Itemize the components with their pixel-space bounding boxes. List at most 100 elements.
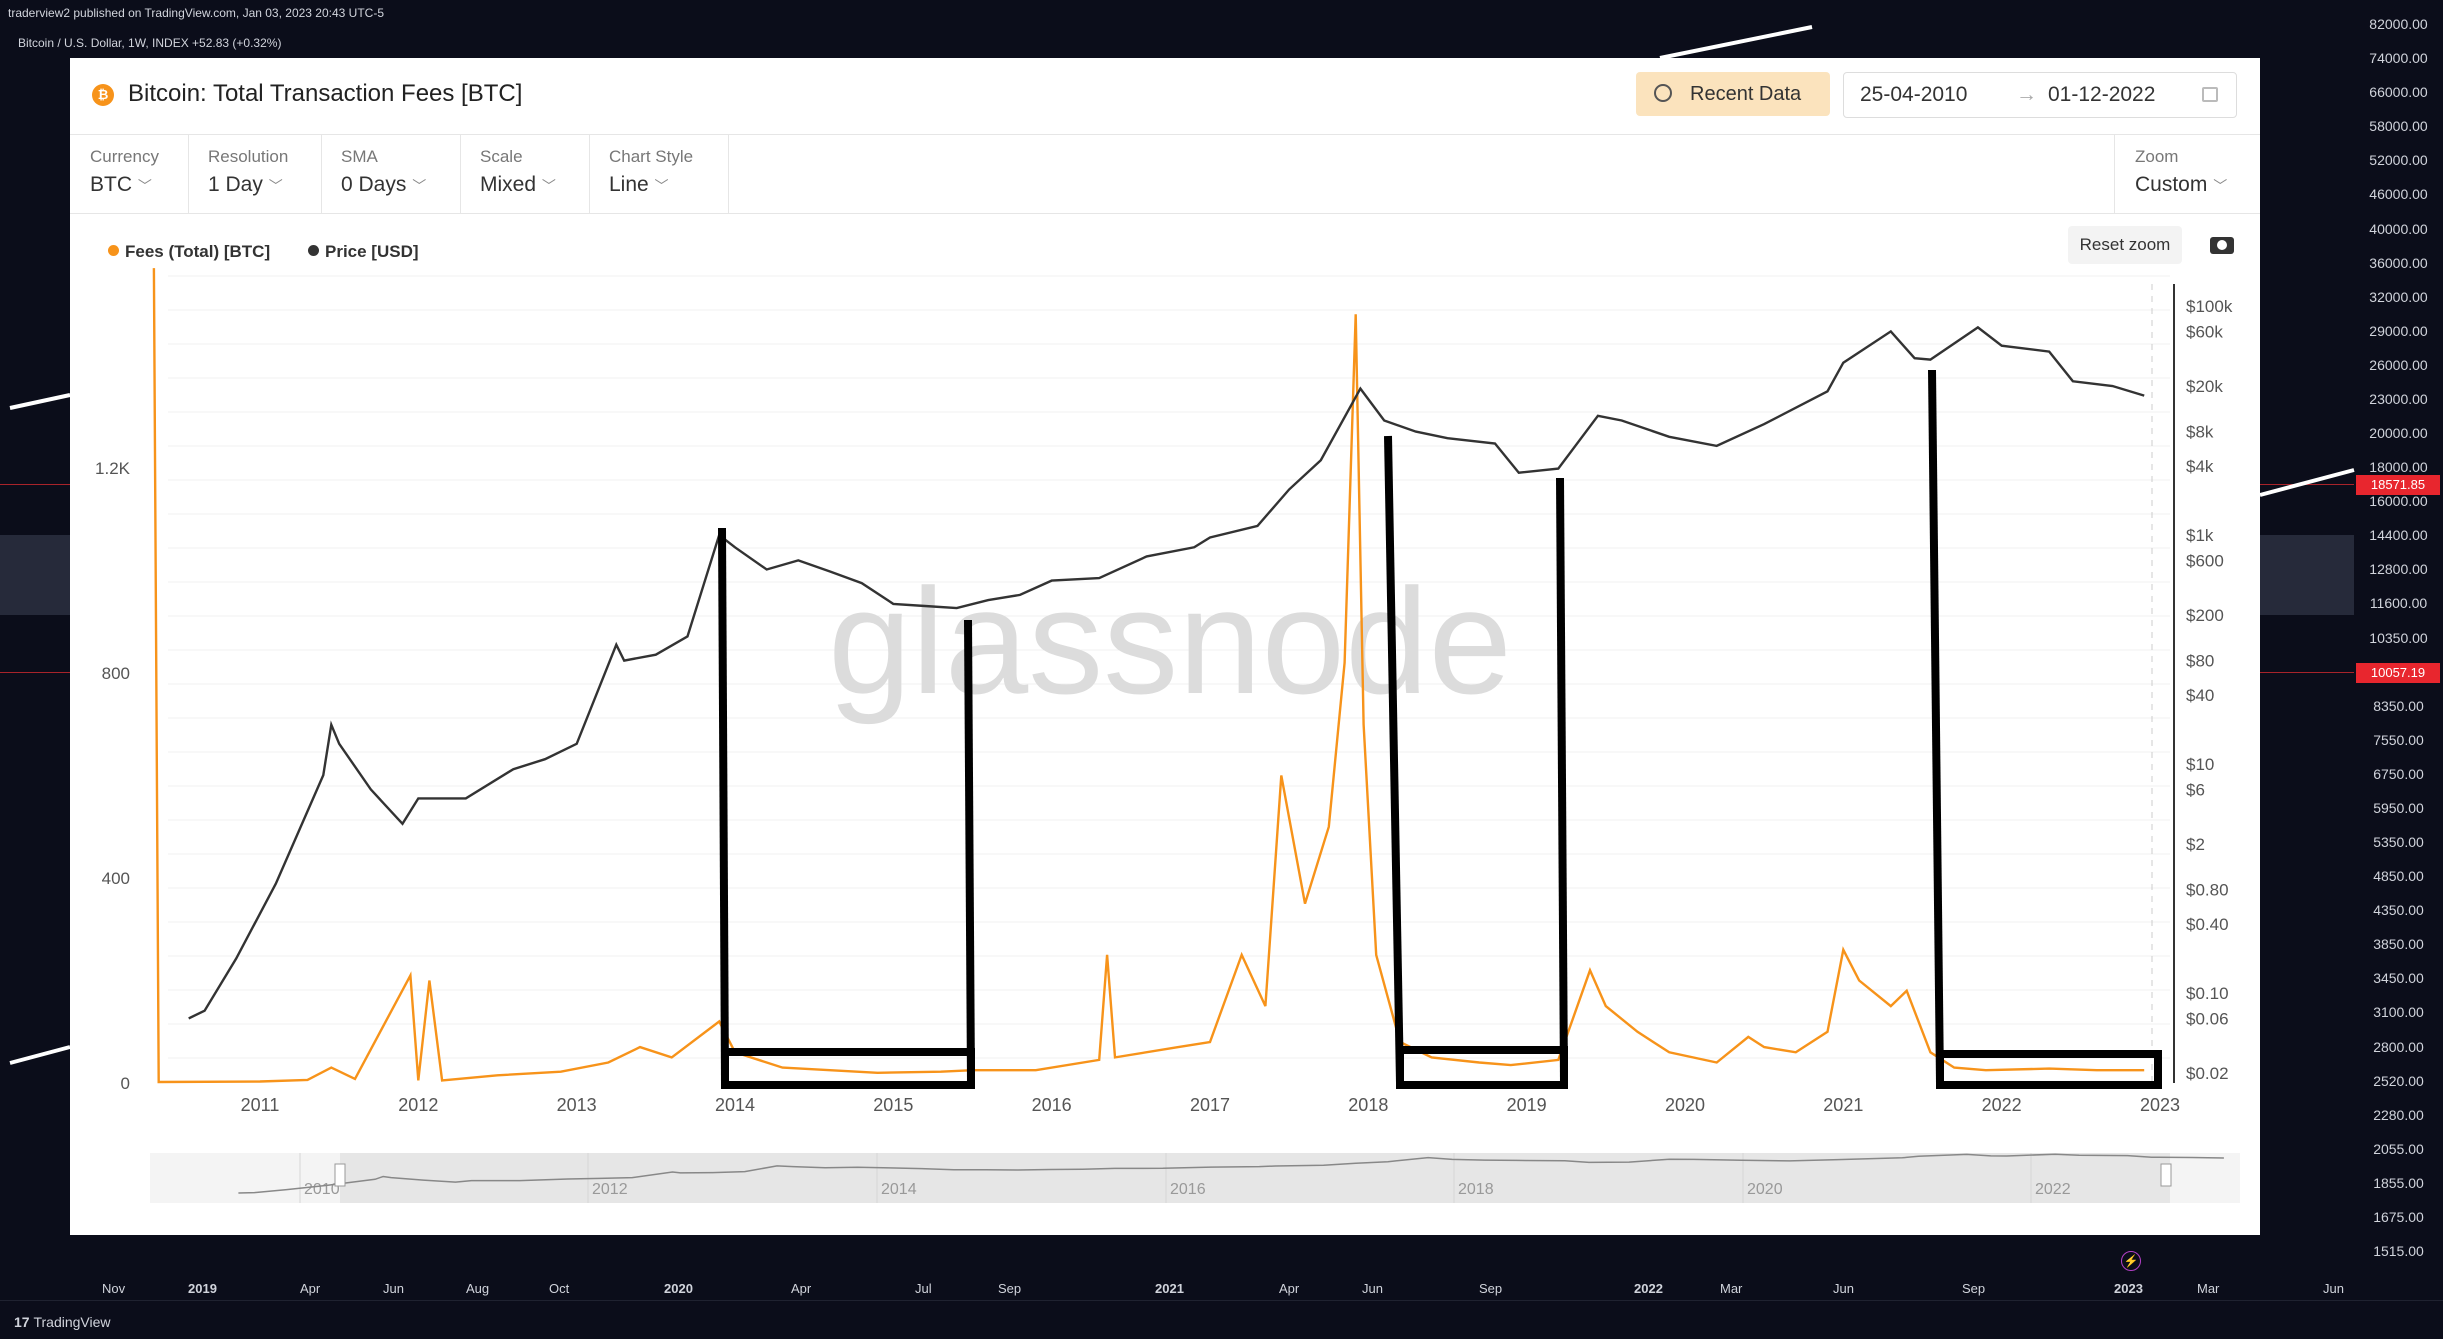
- annotation-line: [722, 528, 725, 1083]
- right-axis-tick: $0.40: [2186, 915, 2229, 934]
- navigator-label: 2018: [1458, 1181, 1494, 1198]
- right-axis-tick: $2: [2186, 835, 2205, 854]
- x-axis-tick: 2014: [715, 1095, 755, 1115]
- right-axis-tick: $20k: [2186, 377, 2223, 396]
- right-axis-tick: $600: [2186, 551, 2224, 570]
- time-axis-label: Apr: [791, 1281, 811, 1296]
- time-axis-label: Nov: [102, 1281, 125, 1296]
- price-axis-tick: 2800.00: [2354, 1039, 2443, 1055]
- price-axis-tick: 10350.00: [2354, 630, 2443, 646]
- x-axis-tick: 2018: [1348, 1095, 1388, 1115]
- price-axis-tick: 3100.00: [2354, 1004, 2443, 1020]
- navigator-label: 2020: [1747, 1181, 1783, 1198]
- glassnode-panel: ₿ Bitcoin: Total Transaction Fees [BTC] …: [70, 58, 2260, 1235]
- tv-publisher-line: traderview2 published on TradingView.com…: [8, 6, 384, 20]
- time-axis-label: Apr: [1279, 1281, 1299, 1296]
- glassnode-watermark: glassnode: [828, 557, 1512, 725]
- time-axis-label: 2019: [188, 1281, 217, 1296]
- tv-price-tag: 18571.85: [2356, 475, 2440, 495]
- tv-logo-icon: 17: [14, 1314, 33, 1330]
- price-axis-tick: 52000.00: [2354, 152, 2443, 168]
- right-axis-tick: $10: [2186, 755, 2214, 774]
- x-axis-tick: 2023: [2140, 1095, 2180, 1115]
- right-axis-tick: $4k: [2186, 457, 2214, 476]
- x-axis-tick: 2015: [873, 1095, 913, 1115]
- fees-price-chart[interactable]: glassnode04008001.2K$100k$60k$20k$8k$4k$…: [70, 58, 2260, 1235]
- left-axis-tick: 1.2K: [95, 459, 131, 478]
- time-axis-label: Mar: [1720, 1281, 1742, 1296]
- tradingview-logo[interactable]: 17 TradingView: [14, 1314, 111, 1330]
- time-axis-label: Jun: [1833, 1281, 1854, 1296]
- annotation-line: [1560, 478, 1564, 1083]
- x-axis-tick: 2020: [1665, 1095, 1705, 1115]
- price-axis-tick: 29000.00: [2354, 323, 2443, 339]
- time-axis-label: Aug: [466, 1281, 489, 1296]
- time-axis-label: Sep: [998, 1281, 1021, 1296]
- price-axis-tick: 7550.00: [2354, 732, 2443, 748]
- price-axis-tick: 18000.00: [2354, 459, 2443, 475]
- time-axis-label: 2023: [2114, 1281, 2143, 1296]
- price-axis-tick: 20000.00: [2354, 425, 2443, 441]
- price-axis-tick: 2280.00: [2354, 1107, 2443, 1123]
- time-axis-label: Mar: [2197, 1281, 2219, 1296]
- price-axis-tick: 1515.00: [2354, 1243, 2443, 1259]
- price-axis-tick: 40000.00: [2354, 221, 2443, 237]
- right-axis-tick: $0.10: [2186, 984, 2229, 1003]
- price-axis-tick: 5350.00: [2354, 834, 2443, 850]
- annotation-line: [1388, 436, 1400, 1083]
- right-axis-tick: $80: [2186, 652, 2214, 671]
- annotation-box: [725, 1052, 971, 1085]
- right-axis-tick: $0.06: [2186, 1009, 2229, 1028]
- right-axis-tick: $60k: [2186, 322, 2223, 341]
- x-axis-tick: 2013: [557, 1095, 597, 1115]
- price-axis-tick: 6750.00: [2354, 766, 2443, 782]
- price-axis-tick: 2055.00: [2354, 1141, 2443, 1157]
- annotation-line: [968, 620, 971, 1083]
- x-axis-tick: 2021: [1823, 1095, 1863, 1115]
- left-axis-tick: 800: [102, 664, 130, 683]
- price-axis-tick: 1855.00: [2354, 1175, 2443, 1191]
- right-axis-tick: $1k: [2186, 526, 2214, 545]
- navigator-handle-right: [2161, 1164, 2171, 1186]
- price-axis-tick: 26000.00: [2354, 357, 2443, 373]
- tv-price-tag: 10057.19: [2356, 663, 2440, 683]
- navigator-label: 2012: [592, 1181, 628, 1198]
- time-axis-label: 2020: [664, 1281, 693, 1296]
- time-axis-label: Jun: [383, 1281, 404, 1296]
- navigator-label: 2016: [1170, 1181, 1206, 1198]
- price-axis-tick: 8350.00: [2354, 698, 2443, 714]
- time-axis-label: Apr: [300, 1281, 320, 1296]
- right-axis-tick: $6: [2186, 780, 2205, 799]
- price-axis-tick: 11600.00: [2354, 595, 2443, 611]
- time-axis-label: Sep: [1479, 1281, 1502, 1296]
- x-axis-tick: 2012: [398, 1095, 438, 1115]
- left-axis-tick: 400: [102, 869, 130, 888]
- price-axis-tick: 36000.00: [2354, 255, 2443, 271]
- navigator-label: 2014: [881, 1181, 917, 1198]
- price-axis-tick: 82000.00: [2354, 16, 2443, 32]
- annotation-line: [1932, 370, 1940, 1083]
- time-axis-label: Sep: [1962, 1281, 1985, 1296]
- time-axis-label: 2022: [1634, 1281, 1663, 1296]
- right-axis-tick: $0.80: [2186, 881, 2229, 900]
- price-axis-tick: 3450.00: [2354, 970, 2443, 986]
- price-axis-tick: 2520.00: [2354, 1073, 2443, 1089]
- price-axis-tick: 4850.00: [2354, 868, 2443, 884]
- tv-brand-label: TradingView: [33, 1314, 110, 1330]
- price-axis-tick: 66000.00: [2354, 84, 2443, 100]
- tv-symbol-line: Bitcoin / U.S. Dollar, 1W, INDEX +52.83 …: [18, 36, 281, 50]
- price-axis-tick: 4350.00: [2354, 902, 2443, 918]
- tv-footer: 17 TradingView: [0, 1300, 2443, 1339]
- lightning-icon[interactable]: ⚡: [2121, 1251, 2141, 1271]
- time-axis-label: Jul: [915, 1281, 932, 1296]
- time-axis-label: 2021: [1155, 1281, 1184, 1296]
- right-axis-tick: $0.02: [2186, 1064, 2229, 1083]
- x-axis-tick: 2022: [1982, 1095, 2022, 1115]
- price-axis-tick: 3850.00: [2354, 936, 2443, 952]
- price-axis-tick: 14400.00: [2354, 527, 2443, 543]
- x-axis-tick: 2016: [1032, 1095, 1072, 1115]
- price-axis-tick: 32000.00: [2354, 289, 2443, 305]
- price-axis-tick: 46000.00: [2354, 186, 2443, 202]
